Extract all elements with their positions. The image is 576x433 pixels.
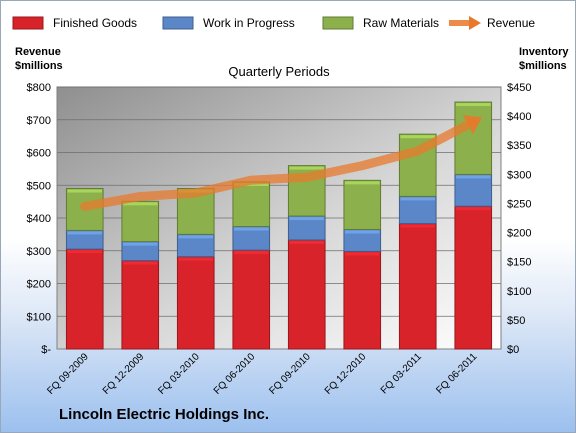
bar-highlight xyxy=(400,135,436,139)
bar-finished-goods xyxy=(398,223,437,350)
legend-swatch-raw-materials xyxy=(322,16,354,30)
y-tick-right: $250 xyxy=(507,198,531,210)
bar-highlight xyxy=(455,175,491,179)
y-axis-label-left: $millions xyxy=(15,60,63,72)
x-tick-label: FQ 06-2011 xyxy=(434,351,479,396)
bar-highlight xyxy=(233,227,269,231)
y-tick-left: $100 xyxy=(27,311,51,323)
bar-highlight xyxy=(344,230,380,234)
y-axis-label-right: Inventory xyxy=(519,46,569,58)
bar-finished-goods xyxy=(454,205,493,350)
y-tick-left: $700 xyxy=(27,115,51,127)
x-tick-label: FQ 03-2011 xyxy=(379,351,424,396)
legend-label-work-in-progress: Work in Progress xyxy=(203,16,295,30)
bar-highlight xyxy=(122,261,158,265)
y-tick-left: $500 xyxy=(27,180,51,192)
revenue-arrowhead xyxy=(462,114,483,135)
bar-highlight xyxy=(178,257,214,261)
bar-highlight xyxy=(289,166,325,170)
y-tick-left: $- xyxy=(41,344,51,356)
bar-work-in-progress xyxy=(454,173,493,207)
bar-highlight xyxy=(67,250,103,254)
y-tick-left: $400 xyxy=(27,213,51,225)
bar-highlight xyxy=(122,242,158,246)
x-tick-label: FQ 09-2009 xyxy=(45,351,91,397)
bar-highlight xyxy=(122,202,158,206)
legend: Finished Goods Work in Progress Raw Materi… xyxy=(12,16,535,30)
bar-finished-goods xyxy=(343,250,382,350)
bar-highlight xyxy=(67,189,103,193)
y-tick-right: $400 xyxy=(507,111,531,123)
y-tick-right: $350 xyxy=(507,140,531,152)
legend-label-revenue: Revenue xyxy=(487,16,535,30)
bar-highlight xyxy=(289,217,325,221)
legend-label-raw-materials: Raw Materials xyxy=(363,16,439,30)
bar-highlight xyxy=(400,197,436,201)
bar-highlight xyxy=(455,103,491,107)
y-tick-right: $50 xyxy=(507,315,525,327)
bar-finished-goods xyxy=(232,249,271,350)
x-tick-label: FQ 12-2009 xyxy=(101,351,147,397)
bar-highlight xyxy=(178,235,214,239)
chart-title: Quarterly Periods xyxy=(228,64,330,79)
x-tick-label: FQ 12-2010 xyxy=(323,351,369,397)
bar-highlight xyxy=(289,240,325,244)
legend-swatch-work-in-progress xyxy=(162,16,194,30)
y-tick-left: $200 xyxy=(27,279,51,291)
y-tick-left: $600 xyxy=(27,148,51,160)
bar-raw-materials xyxy=(343,179,382,230)
bar-finished-goods xyxy=(176,256,215,350)
bar-finished-goods xyxy=(287,239,326,350)
y-tick-right: $200 xyxy=(507,228,531,240)
y-axis-label-right: $millions xyxy=(519,60,567,72)
bar-highlight xyxy=(344,181,380,185)
company-title: Lincoln Electric Holdings Inc. xyxy=(59,406,270,423)
bar-raw-materials xyxy=(454,101,493,175)
y-tick-right: $300 xyxy=(507,169,531,181)
y-tick-right: $150 xyxy=(507,257,531,269)
legend-swatch-finished-goods xyxy=(12,16,44,30)
bar-highlight xyxy=(344,252,380,256)
x-tick-label: FQ 06-2010 xyxy=(212,351,258,397)
revenue-line xyxy=(80,117,478,211)
x-tick-label: FQ 09-2010 xyxy=(267,351,313,397)
y-tick-left: $300 xyxy=(27,246,51,258)
y-axis-label-left: Revenue xyxy=(15,46,61,58)
bar-highlight xyxy=(233,251,269,255)
bar-raw-materials xyxy=(232,181,271,228)
legend-arrow-revenue xyxy=(469,16,481,30)
y-tick-right: $450 xyxy=(507,82,531,94)
bar-highlight xyxy=(67,231,103,235)
bar-work-in-progress xyxy=(398,195,437,225)
x-tick-label: FQ 03-2010 xyxy=(156,351,202,397)
y-tick-right: $100 xyxy=(507,286,531,298)
bar-highlight xyxy=(455,207,491,211)
y-tick-right: $0 xyxy=(507,344,519,356)
bar-raw-materials xyxy=(121,200,160,243)
bar-finished-goods xyxy=(65,248,104,350)
legend-label-finished-goods: Finished Goods xyxy=(53,16,137,30)
bar-finished-goods xyxy=(121,260,160,350)
bar-highlight xyxy=(400,224,436,228)
y-tick-left: $800 xyxy=(27,82,51,94)
